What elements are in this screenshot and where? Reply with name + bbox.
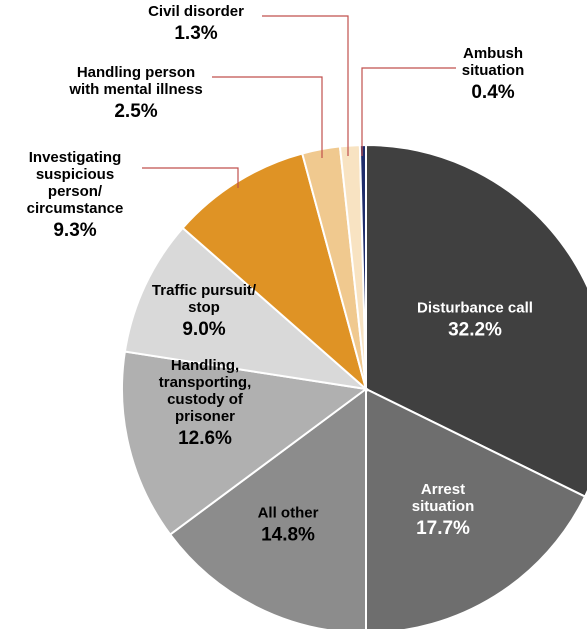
- slice-label-name: situation: [462, 62, 525, 79]
- pie-slice: [168, 387, 367, 629]
- pie-slice: [358, 143, 367, 390]
- slice-label: Handling,transporting,custody ofprisoner…: [159, 357, 252, 449]
- slice-label-name: Handling,: [171, 357, 239, 374]
- slice-label: Investigatingsuspiciousperson/circumstan…: [27, 149, 124, 241]
- slice-label-name: suspicious: [36, 166, 114, 183]
- slice-label-name: Ambush: [463, 45, 523, 62]
- pie-slice: [181, 152, 368, 392]
- slice-label: Disturbance call 32.2%: [417, 300, 533, 341]
- slice-label-name: Disturbance call: [417, 300, 533, 317]
- slice-label: Civil disorder 1.3%: [148, 3, 244, 44]
- slice-label-value: 9.3%: [53, 220, 96, 241]
- slice-label-name: transporting,: [159, 374, 252, 391]
- slice-label-name: Handling person: [77, 64, 195, 81]
- pie-slice: [121, 350, 369, 536]
- slice-label-name: Traffic pursuit/: [152, 282, 257, 299]
- slice-label-value: 12.6%: [178, 428, 232, 449]
- slice-label-value: 1.3%: [174, 23, 217, 44]
- slice-labels: Disturbance call32.2%Arrestsituation17.7…: [27, 3, 533, 546]
- slice-label-name: person/: [48, 183, 103, 200]
- pie-slice: [123, 226, 370, 391]
- slice-label-name: Civil disorder: [148, 3, 244, 20]
- slice-label-name: situation: [412, 498, 475, 515]
- leader-line: [212, 76, 323, 158]
- slice-label-name: with mental illness: [68, 81, 202, 98]
- slice-label-value: 2.5%: [114, 101, 157, 122]
- slice-label-name: All other: [258, 505, 319, 522]
- slice-label-value: 9.0%: [182, 319, 225, 340]
- slice-label-value: 32.2%: [448, 320, 502, 341]
- slice-label-value: 0.4%: [471, 82, 514, 103]
- leader-line: [361, 67, 456, 156]
- slice-label-name: circumstance: [27, 200, 124, 217]
- slice-label-name: prisoner: [175, 408, 235, 425]
- slice-label-name: Investigating: [29, 149, 122, 166]
- leader-lines: [142, 15, 456, 188]
- slice-label-value: 17.7%: [416, 518, 470, 539]
- slice-label-name: custody of: [167, 391, 244, 408]
- slice-label: All other 14.8%: [258, 505, 319, 546]
- slice-label-name: stop: [188, 299, 220, 316]
- slice-label-value: 14.8%: [261, 525, 315, 546]
- slice-label: Traffic pursuit/stop 9.0%: [152, 282, 257, 340]
- leader-line: [142, 167, 239, 188]
- slice-label-name: Arrest: [421, 481, 465, 498]
- pie-slices: [121, 143, 587, 629]
- leader-line: [262, 15, 349, 156]
- pie-slice: [365, 143, 587, 498]
- pie-slice: [365, 387, 587, 629]
